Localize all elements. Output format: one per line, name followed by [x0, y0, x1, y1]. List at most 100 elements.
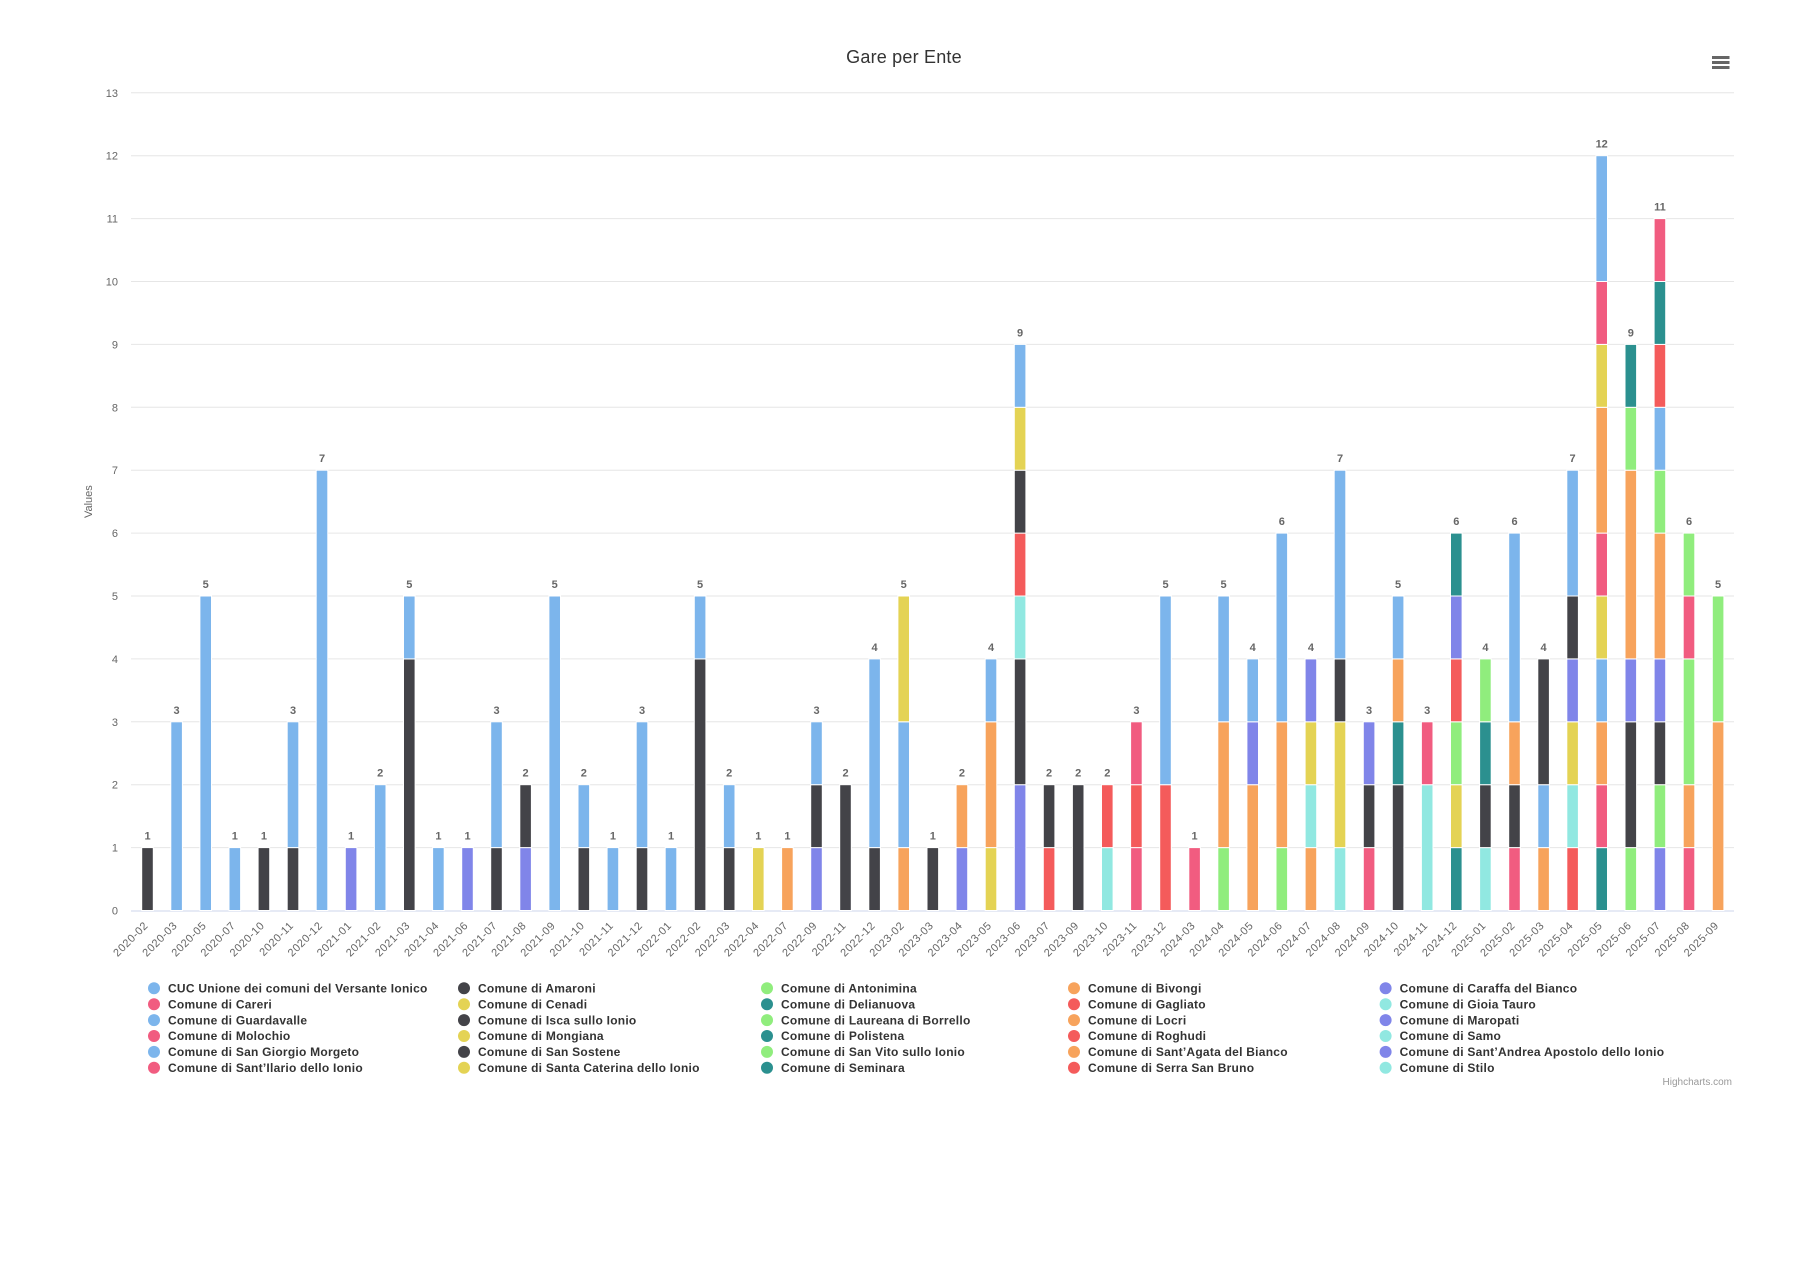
svg-text:5: 5 [1221, 579, 1227, 591]
svg-text:Comune di Cenadi: Comune di Cenadi [478, 997, 587, 1011]
svg-text:4: 4 [1482, 642, 1489, 654]
svg-text:Comune di San Sostene: Comune di San Sostene [478, 1045, 621, 1059]
svg-text:Comune di Serra San Bruno: Comune di Serra San Bruno [1088, 1061, 1254, 1075]
svg-text:Comune di Stilo: Comune di Stilo [1400, 1061, 1495, 1075]
svg-text:1: 1 [112, 843, 118, 855]
svg-text:2: 2 [1046, 768, 1052, 780]
svg-text:Comune di Antonimina: Comune di Antonimina [781, 982, 917, 996]
svg-text:1: 1 [261, 831, 267, 843]
svg-text:6: 6 [112, 528, 118, 540]
svg-text:11: 11 [107, 214, 118, 226]
svg-text:Gare per Ente: Gare per Ente [846, 47, 962, 67]
svg-text:3: 3 [639, 705, 645, 717]
svg-text:Comune di Caraffa del Bianco: Comune di Caraffa del Bianco [1400, 982, 1578, 996]
svg-text:1: 1 [435, 831, 441, 843]
svg-text:Comune di Guardavalle: Comune di Guardavalle [168, 1013, 307, 1027]
svg-text:5: 5 [697, 579, 703, 591]
svg-text:5: 5 [406, 579, 412, 591]
svg-text:3: 3 [112, 717, 118, 729]
svg-text:7: 7 [112, 465, 118, 477]
svg-text:7: 7 [1570, 453, 1576, 465]
svg-text:Comune di Delianuova: Comune di Delianuova [781, 997, 915, 1011]
svg-text:Highcharts.com: Highcharts.com [1663, 1077, 1732, 1088]
svg-text:5: 5 [1395, 579, 1401, 591]
svg-text:3: 3 [1424, 705, 1430, 717]
svg-text:3: 3 [1133, 705, 1139, 717]
svg-text:4: 4 [112, 654, 118, 666]
svg-text:9: 9 [1017, 327, 1023, 339]
svg-text:Comune di Gioia Tauro: Comune di Gioia Tauro [1400, 997, 1536, 1011]
svg-text:Comune di Isca sullo Ionio: Comune di Isca sullo Ionio [478, 1013, 637, 1027]
svg-text:Comune di Gagliato: Comune di Gagliato [1088, 997, 1206, 1011]
svg-text:Comune di Seminara: Comune di Seminara [781, 1061, 905, 1075]
svg-text:3: 3 [174, 705, 180, 717]
svg-text:5: 5 [901, 579, 907, 591]
svg-text:Comune di Santa Caterina dello: Comune di Santa Caterina dello Ionio [478, 1061, 700, 1075]
svg-text:Comune di Sant’Andrea Apostolo: Comune di Sant’Andrea Apostolo dello Ion… [1400, 1045, 1665, 1059]
svg-text:9: 9 [112, 339, 118, 351]
svg-text:Comune di San Vito sullo Ionio: Comune di San Vito sullo Ionio [781, 1045, 965, 1059]
svg-text:2: 2 [581, 768, 587, 780]
svg-text:6: 6 [1686, 516, 1692, 528]
svg-text:2: 2 [1104, 768, 1110, 780]
svg-text:11: 11 [1654, 202, 1666, 214]
svg-text:1: 1 [348, 831, 354, 843]
svg-text:0: 0 [112, 906, 118, 918]
svg-text:7: 7 [319, 453, 325, 465]
svg-text:7: 7 [1337, 453, 1343, 465]
svg-text:5: 5 [1715, 579, 1721, 591]
svg-text:Comune di Polistena: Comune di Polistena [781, 1029, 905, 1043]
svg-text:4: 4 [988, 642, 995, 654]
svg-text:Comune di Bivongi: Comune di Bivongi [1088, 982, 1202, 996]
svg-text:1: 1 [610, 831, 616, 843]
svg-text:Comune di San Giorgio Morgeto: Comune di San Giorgio Morgeto [168, 1045, 359, 1059]
svg-text:Comune di Careri: Comune di Careri [168, 997, 272, 1011]
svg-text:5: 5 [112, 591, 118, 603]
svg-text:Comune di Sant’Ilario dello Io: Comune di Sant’Ilario dello Ionio [168, 1061, 363, 1075]
svg-text:1: 1 [1192, 831, 1198, 843]
svg-text:Comune di Mongiana: Comune di Mongiana [478, 1029, 604, 1043]
svg-text:4: 4 [1308, 642, 1315, 654]
svg-text:5: 5 [552, 579, 558, 591]
svg-text:2: 2 [523, 768, 529, 780]
svg-text:2: 2 [959, 768, 965, 780]
svg-text:1: 1 [784, 831, 790, 843]
svg-text:4: 4 [872, 642, 879, 654]
svg-text:CUC Unione dei comuni del Vers: CUC Unione dei comuni del Versante Ionic… [168, 982, 428, 996]
svg-text:6: 6 [1511, 516, 1517, 528]
svg-text:Comune di Samo: Comune di Samo [1400, 1029, 1502, 1043]
svg-text:Comune di Laureana di Borrello: Comune di Laureana di Borrello [781, 1013, 971, 1027]
svg-text:3: 3 [493, 705, 499, 717]
svg-text:2: 2 [377, 768, 383, 780]
svg-text:4: 4 [1250, 642, 1257, 654]
svg-text:1: 1 [232, 831, 238, 843]
svg-text:3: 3 [290, 705, 296, 717]
svg-text:1: 1 [930, 831, 936, 843]
svg-text:2: 2 [842, 768, 848, 780]
svg-text:10: 10 [106, 277, 118, 289]
svg-text:1: 1 [755, 831, 761, 843]
svg-text:12: 12 [106, 151, 118, 163]
svg-text:2: 2 [726, 768, 732, 780]
svg-text:1: 1 [144, 831, 150, 843]
svg-text:3: 3 [1366, 705, 1372, 717]
svg-text:Comune di Amaroni: Comune di Amaroni [478, 982, 596, 996]
svg-text:1: 1 [668, 831, 674, 843]
svg-text:8: 8 [112, 402, 118, 414]
svg-text:4: 4 [1541, 642, 1548, 654]
svg-text:Comune di Molochio: Comune di Molochio [168, 1029, 291, 1043]
svg-text:2: 2 [112, 780, 118, 792]
svg-text:5: 5 [203, 579, 209, 591]
svg-text:6: 6 [1279, 516, 1285, 528]
svg-text:9: 9 [1628, 327, 1634, 339]
svg-text:6: 6 [1453, 516, 1459, 528]
svg-text:Comune di Locri: Comune di Locri [1088, 1013, 1186, 1027]
svg-text:3: 3 [813, 705, 819, 717]
svg-text:Comune di Sant’Agata del Bianc: Comune di Sant’Agata del Bianco [1088, 1045, 1288, 1059]
svg-text:2: 2 [1075, 768, 1081, 780]
svg-text:5: 5 [1162, 579, 1168, 591]
svg-text:13: 13 [106, 88, 118, 100]
svg-text:Comune di Roghudi: Comune di Roghudi [1088, 1029, 1206, 1043]
svg-text:12: 12 [1596, 139, 1608, 151]
svg-text:Comune di Maropati: Comune di Maropati [1400, 1013, 1520, 1027]
